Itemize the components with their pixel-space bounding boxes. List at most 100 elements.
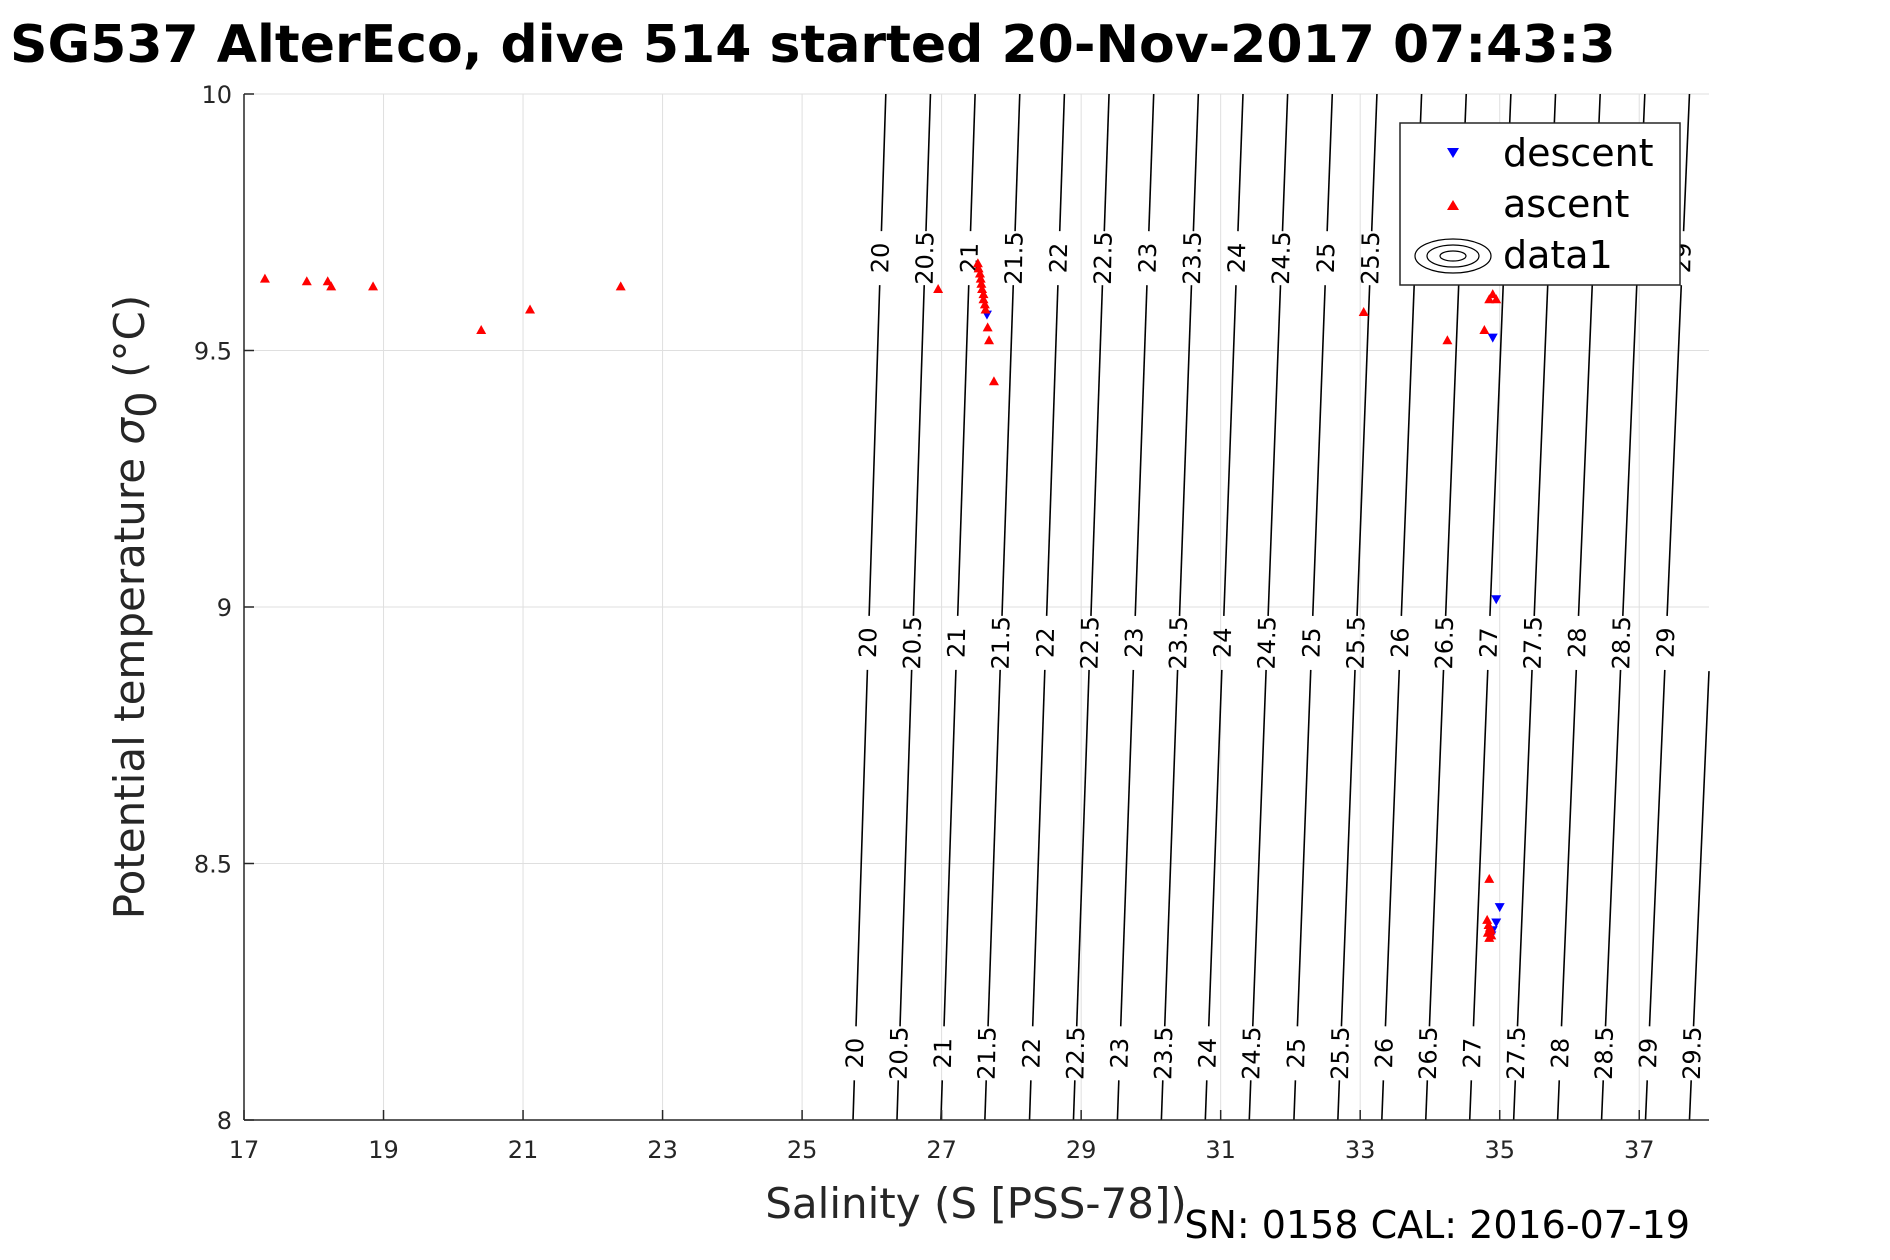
x-tick-label: 27 (926, 1136, 957, 1164)
sigma-contour-label: 21.5 (1000, 231, 1029, 285)
ascent-marker (978, 289, 989, 299)
y-tick-label: 10 (201, 81, 232, 109)
ascent-marker (1484, 294, 1495, 304)
sigma-contour-line (1512, 1080, 1517, 1121)
sigma-contour-label: 23 (1106, 1038, 1135, 1069)
sigma-contour-label: 20.5 (885, 1026, 914, 1080)
sigma-contour-line (1090, 285, 1104, 616)
ascent-marker (525, 304, 536, 314)
descent-marker (1491, 595, 1502, 605)
sigma-contour-label: 28 (1546, 1038, 1575, 1069)
sigma-contour-line (925, 93, 932, 232)
y-axis-ticks: 8 8.5 9 9.5 10 (194, 81, 254, 1135)
sigma-contour-line (1604, 669, 1622, 1027)
sigma-contour-label: 29.5 (1678, 1026, 1707, 1080)
sigma-contour-label: 22.5 (1089, 231, 1118, 285)
sigma-contour-line (1444, 285, 1460, 616)
sigma-contour-label: 24.5 (1253, 616, 1282, 670)
x-tick-label: 37 (1624, 1136, 1655, 1164)
sigma-contour-label: 25 (1312, 243, 1341, 274)
ascent-marker (259, 273, 270, 283)
ascent-marker (1484, 932, 1495, 942)
ascent-marker (982, 322, 993, 332)
sigma-contour-line (956, 285, 970, 616)
sigma-contour-line (1381, 1080, 1385, 1121)
legend-box (1399, 122, 1681, 286)
x-tick-label: 21 (508, 1136, 539, 1164)
ascent-marker (326, 281, 337, 291)
sigma-contour-line (1370, 93, 1378, 232)
y-tick-label: 8 (217, 1107, 232, 1135)
sigma-contour-label: 22 (1045, 243, 1074, 274)
y-axis-label-main: Potential temperature (105, 445, 154, 920)
data-markers (259, 258, 1505, 942)
sigma-contour-line (1237, 93, 1244, 232)
legend-descent-marker (1447, 148, 1459, 158)
ascent-marker (322, 276, 333, 286)
y-tick-label: 9 (217, 594, 232, 622)
sigma-contour-label: 24.5 (1267, 231, 1296, 285)
sigma-contour-line (1072, 1080, 1076, 1121)
sigma-contour-line (1577, 285, 1594, 616)
sigma-contour-label: 27 (1458, 1038, 1487, 1069)
legend-descent-label: descent (1503, 131, 1654, 175)
sigma-contour-line (969, 93, 976, 232)
sigma-contour-label: 26.5 (1430, 616, 1459, 670)
sigma-contour-line (1267, 285, 1282, 616)
x-tick-label: 19 (368, 1136, 399, 1164)
sigma-contour-line (1472, 669, 1489, 1027)
ascent-marker (973, 263, 984, 273)
ascent-marker (977, 283, 988, 293)
x-tick-label: 31 (1205, 1136, 1236, 1164)
sigma-contour-line (1326, 93, 1334, 232)
sigma-contour-line (1489, 285, 1505, 616)
y-axis-label-sigma: σ (105, 417, 154, 445)
ascent-marker (1482, 914, 1493, 924)
sigma-contour-line (1251, 669, 1267, 1027)
y-tick-label: 9.5 (194, 338, 232, 366)
ascent-marker (1491, 294, 1502, 304)
sigma-contour-label: 20 (854, 627, 883, 658)
ascent-marker (615, 281, 626, 291)
sigma-contour-line (1516, 669, 1533, 1027)
sigma-contour-label: 27.5 (1519, 616, 1548, 670)
sigma-contour-label: 24 (1209, 627, 1238, 658)
sigma-contour-label: 22 (1018, 1038, 1047, 1069)
sigma-contour-line (1119, 669, 1135, 1027)
sigma-contour-line (1560, 669, 1578, 1027)
sigma-contour-line (1311, 285, 1326, 616)
sigma-contour-label: 23.5 (1164, 616, 1193, 670)
legend-contour-icon (1414, 238, 1492, 274)
sigma-contour-label: 23 (1120, 627, 1149, 658)
sigma-contour-label: 20 (866, 243, 895, 274)
x-axis-ticks: 17 19 21 23 25 27 29 31 33 35 37 (229, 1110, 1655, 1164)
sigma-contour-line (880, 93, 887, 232)
sigma-contour-label: 26.5 (1414, 1026, 1443, 1080)
sigma-contour-line (1178, 285, 1193, 616)
sigma-contour-label: 27.5 (1502, 1026, 1531, 1080)
sigma-contour-line (1116, 1080, 1120, 1121)
x-tick-label: 35 (1484, 1136, 1515, 1164)
sigma-contour-line (1468, 1080, 1473, 1121)
sigma-contour-label: 23.5 (1178, 231, 1207, 285)
sigma-contour-line (984, 1080, 988, 1121)
sigma-contour-line (1424, 1080, 1429, 1121)
ascent-marker (476, 324, 487, 334)
x-tick-label: 25 (787, 1136, 818, 1164)
sigma-contour-line (1028, 1080, 1032, 1121)
sigma-contour-label: 21.5 (987, 616, 1016, 670)
ascent-marker (368, 281, 379, 291)
sigma-contour-label: 26 (1386, 627, 1415, 658)
sigma-contour-label: 21 (929, 1038, 958, 1069)
sigma-contour-line (1058, 93, 1066, 232)
sigma-contour-line (1103, 93, 1110, 232)
sigma-contour-label: 20.5 (911, 231, 940, 285)
sigma-contour-label: 26 (1370, 1038, 1399, 1069)
sigma-contour-line (1337, 1080, 1341, 1121)
ascent-marker (975, 273, 986, 283)
descent-marker (1494, 903, 1505, 913)
ascent-marker (301, 276, 312, 286)
ascent-marker (1358, 307, 1369, 317)
sigma-contour-line (1148, 93, 1155, 232)
x-tick-label: 23 (647, 1136, 678, 1164)
